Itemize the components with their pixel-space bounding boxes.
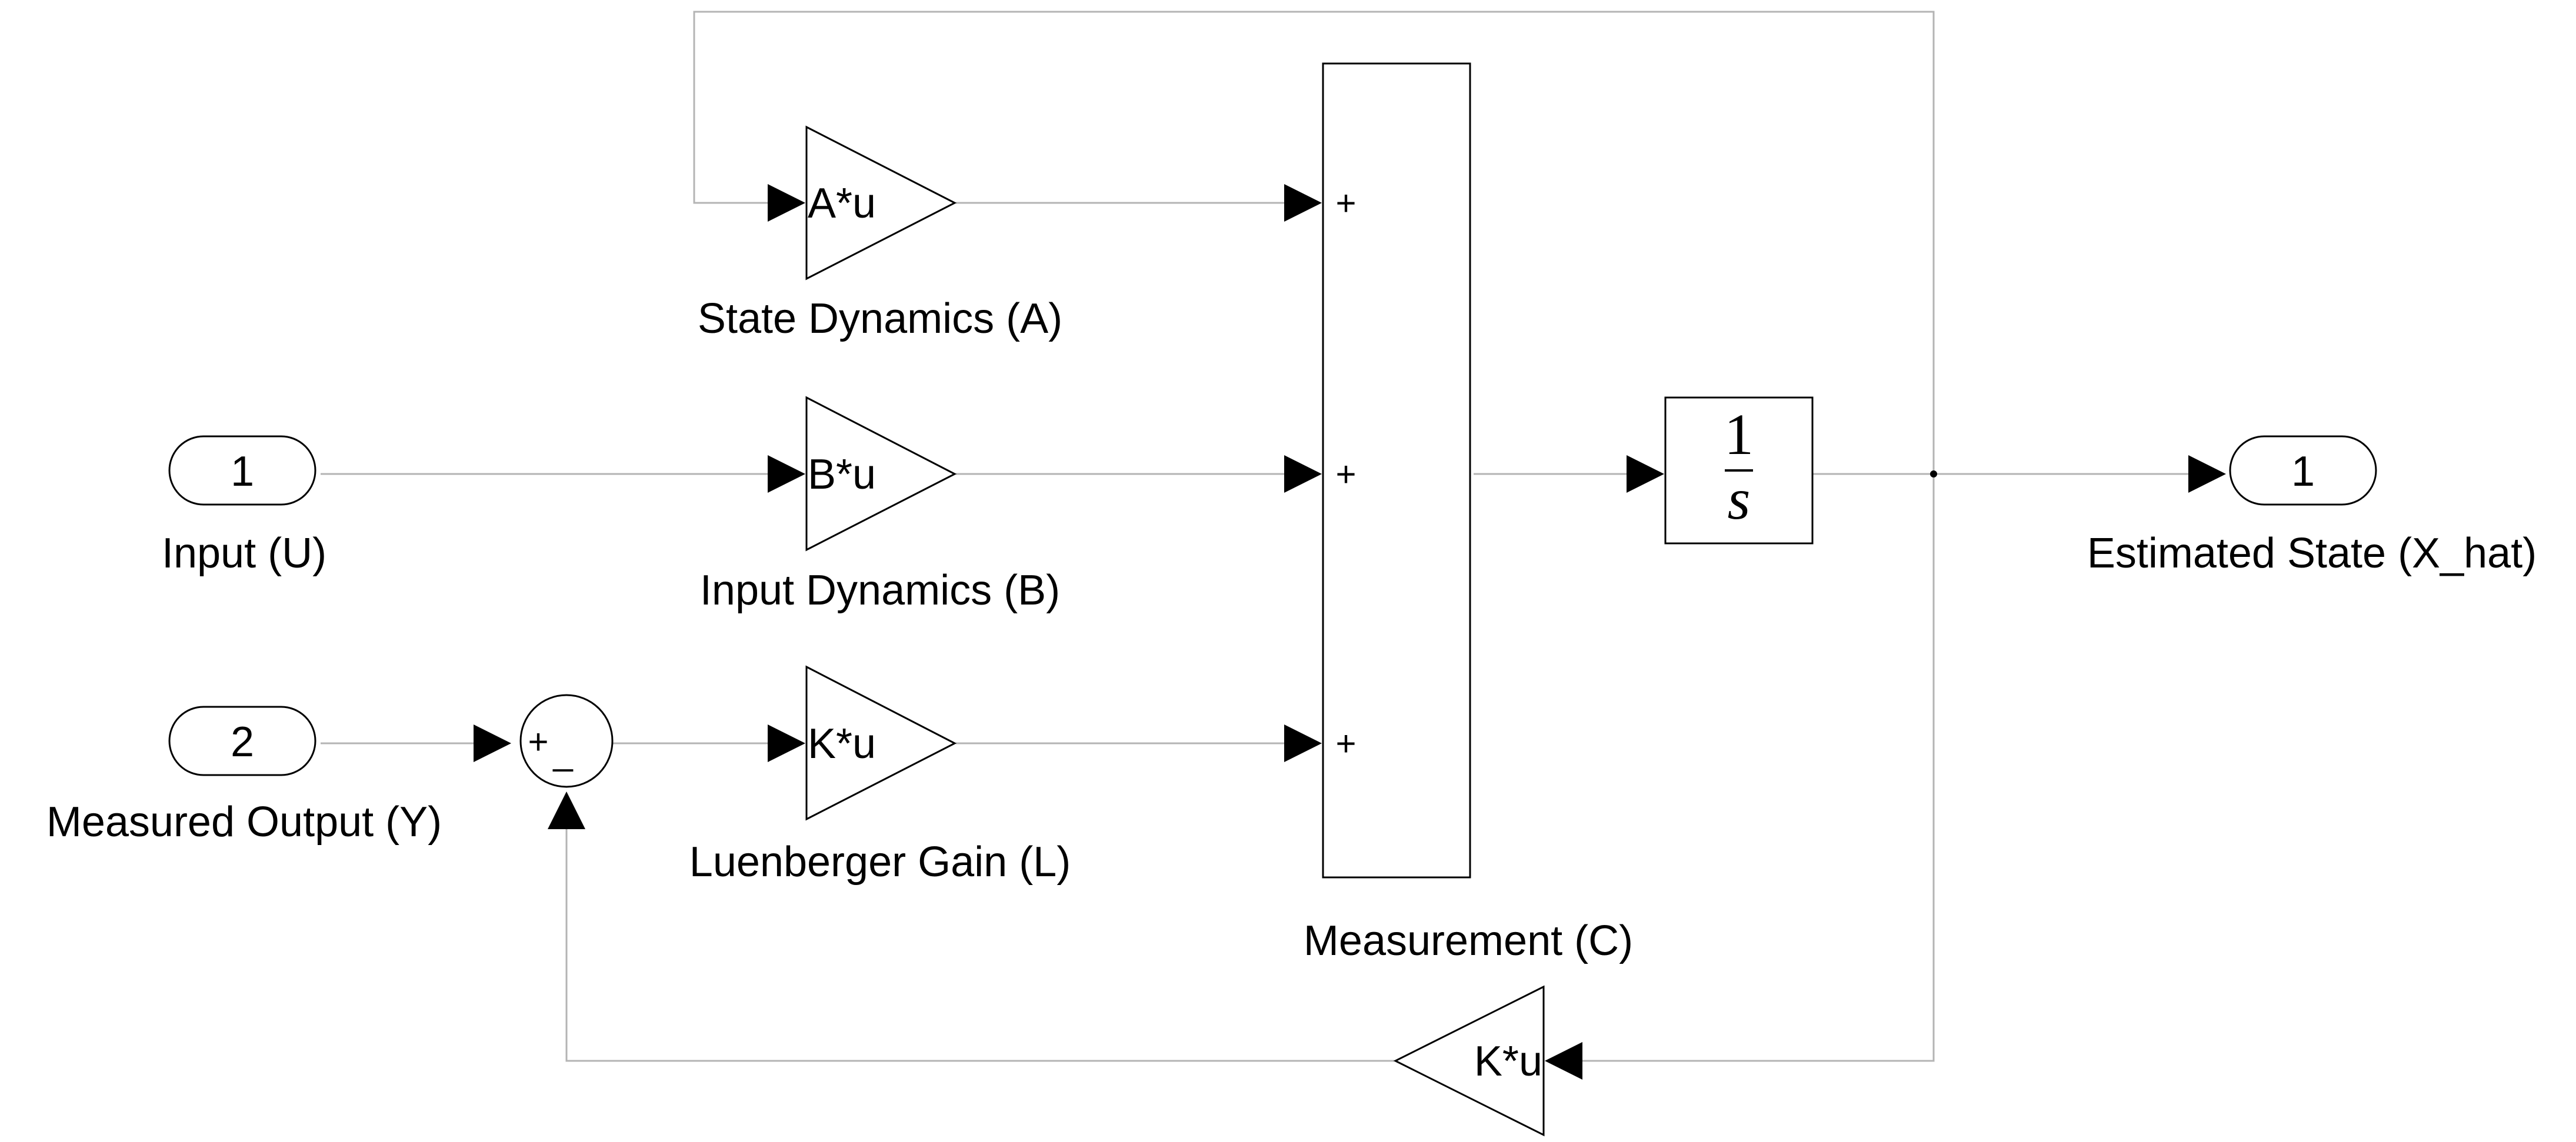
integrator-block[interactable]: 1 s: [1664, 396, 1814, 545]
inport-label: Input (U): [162, 530, 326, 577]
gain-label: Luenberger Gain (L): [689, 839, 1071, 886]
gain-triangle: [805, 396, 957, 552]
sum-plus-sign: +: [1335, 724, 1356, 763]
outport-label: Estimated State (X_hat): [2087, 530, 2537, 577]
feedback-gain[interactable]: K*u: [1393, 985, 1545, 1137]
sum-label: Measurement (C): [1304, 917, 1633, 964]
arrowhead: [1284, 455, 1322, 493]
arrowhead: [548, 792, 585, 829]
sum-plus-sign: +: [1335, 455, 1356, 494]
gain-text: A*u: [808, 180, 876, 227]
state-dynamics-gain[interactable]: A*u State Dynamics (A): [698, 125, 1062, 342]
inport-input[interactable]: 1 Input (U): [162, 435, 326, 577]
inport-oval: [168, 706, 316, 776]
outport-estimated-state[interactable]: 1 Estimated State (X_hat): [2087, 435, 2537, 577]
arrowheads: [474, 184, 2226, 1080]
gain-label: State Dynamics (A): [698, 295, 1062, 342]
inport-oval: [168, 435, 316, 506]
gain-triangle: [805, 665, 957, 821]
integrator-denominator: s: [1728, 466, 1751, 532]
branch-point: [1930, 470, 1937, 477]
input-dynamics-gain[interactable]: B*u Input Dynamics (B): [700, 396, 1060, 614]
gain-text: B*u: [808, 451, 876, 498]
inport-measured-output[interactable]: 2 Measured Output (Y): [46, 706, 442, 846]
arrowhead: [2188, 455, 2226, 493]
inport-number: 1: [231, 448, 254, 495]
arrowhead: [1545, 1042, 1582, 1080]
gain-label: Input Dynamics (B): [700, 567, 1060, 614]
outport-number: 1: [2291, 448, 2315, 495]
gain-text: K*u: [1474, 1038, 1542, 1085]
luenberger-gain[interactable]: K*u Luenberger Gain (L): [689, 665, 1071, 886]
signal-lines: [321, 11, 2191, 1062]
arrowhead: [768, 455, 805, 493]
sum-plus-sign: +: [528, 722, 548, 762]
arrowhead: [768, 184, 805, 222]
state-feedback-line: [693, 11, 1935, 474]
sum-plus-sign: +: [1335, 183, 1356, 223]
gain-triangle: [1393, 985, 1545, 1137]
measurement-sum-block[interactable]: + + + Measurement (C): [1304, 62, 1633, 964]
sum-minus-sign: _: [552, 733, 574, 772]
integrator-numerator: 1: [1724, 402, 1754, 467]
inport-label: Measured Output (Y): [46, 799, 442, 846]
output-feedback-line: [1577, 474, 1935, 1062]
arrowhead: [1627, 455, 1664, 493]
outport-oval: [2229, 435, 2377, 506]
arrowhead: [768, 724, 805, 762]
gain-text: K*u: [808, 720, 876, 767]
arrowhead: [474, 724, 511, 762]
inport-number: 2: [231, 719, 254, 766]
sum-circle: [519, 694, 614, 788]
arrowhead: [1284, 724, 1322, 762]
sum-rectangle: [1322, 62, 1471, 879]
arrowhead: [1284, 184, 1322, 222]
estimate-feedback-line: [565, 829, 1394, 1062]
gain-triangle: [805, 125, 957, 281]
error-sum-block[interactable]: + _: [519, 694, 614, 788]
